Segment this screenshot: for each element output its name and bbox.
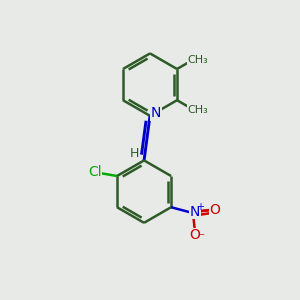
Text: Cl: Cl xyxy=(88,165,102,179)
Text: CH₃: CH₃ xyxy=(187,55,208,64)
Text: N: N xyxy=(190,205,200,219)
Text: H: H xyxy=(130,147,139,161)
Text: ⁻: ⁻ xyxy=(197,231,205,245)
Text: O: O xyxy=(189,229,200,242)
Text: O: O xyxy=(209,203,220,217)
Text: CH₃: CH₃ xyxy=(187,105,208,115)
Text: +: + xyxy=(196,202,204,212)
Text: N: N xyxy=(151,106,161,120)
